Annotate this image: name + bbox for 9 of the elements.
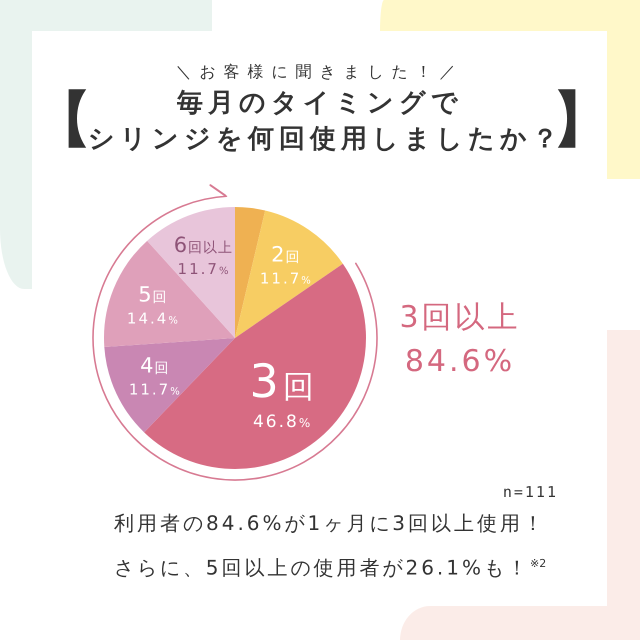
chart-subtitle: ＼お客様に聞きました！／ (174, 61, 464, 83)
slice-label: 5回 (138, 282, 167, 307)
text: 3回以上 84.6% (398, 299, 522, 381)
slice-label: 4回 (140, 354, 168, 378)
text: 利用者の84.6%が1ヶ月に3回以上使用！ (113, 510, 547, 537)
text: n=111 (502, 482, 558, 502)
data-label: 46.8% (252, 412, 310, 432)
text: さらに、5回以上の使用者が26.1%も！$^{※2}$ (112, 554, 548, 582)
slice-label: 6回以上 (174, 232, 232, 257)
